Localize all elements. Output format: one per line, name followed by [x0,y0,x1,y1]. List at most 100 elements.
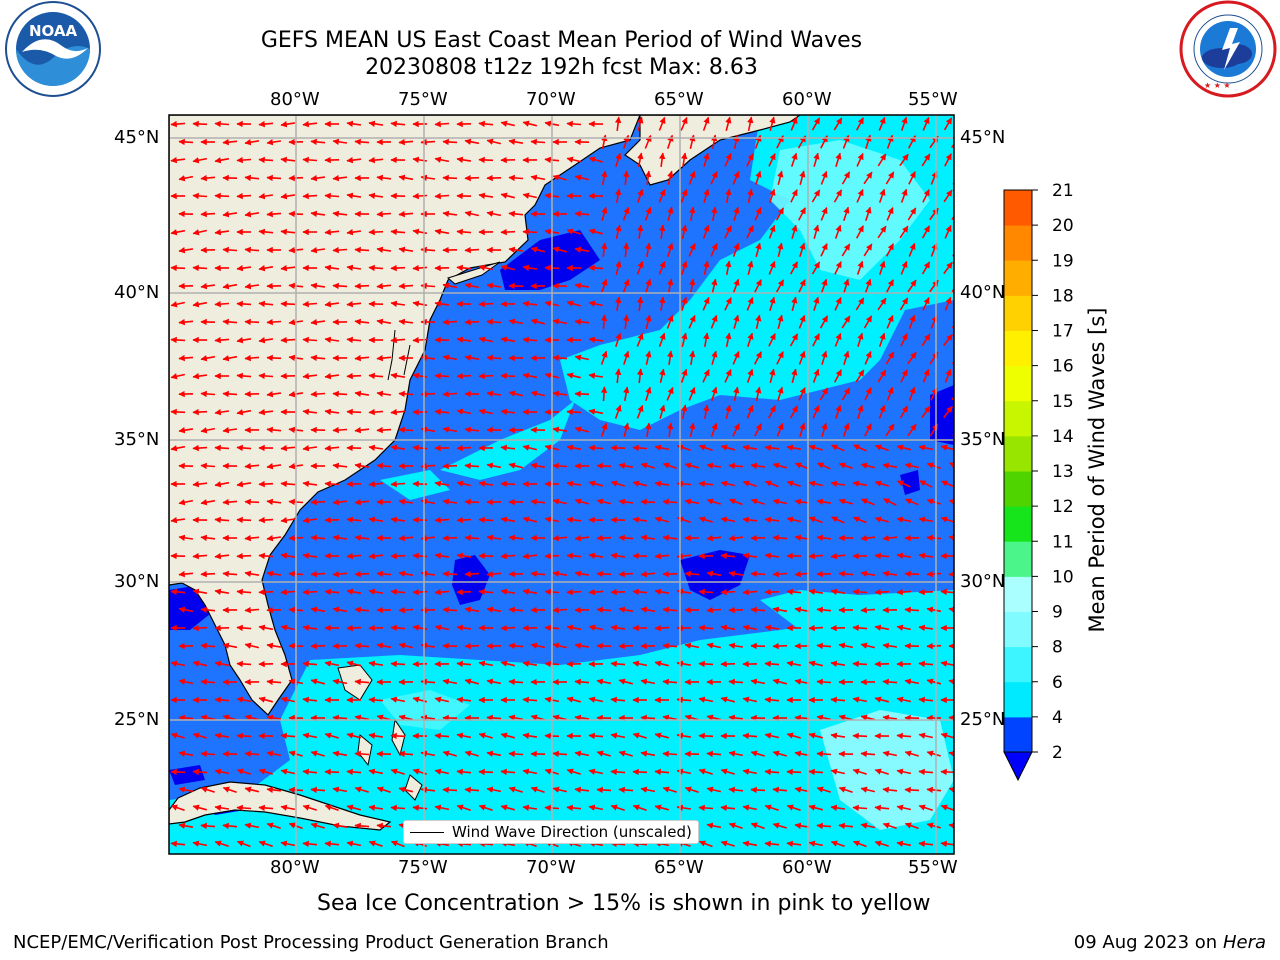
wind-arrow [654,732,670,739]
wind-arrow [659,368,666,383]
wind-arrow [442,390,458,398]
wind-arrow [266,678,282,686]
wind-arrow [464,138,480,145]
wind-arrow [508,750,524,758]
wind-arrow [706,570,722,577]
wind-arrow [478,732,493,739]
wind-arrow [720,552,736,560]
wind-arrow [808,624,824,632]
wind-arrow [698,516,713,523]
wind-arrow [769,116,776,132]
wind-arrow [214,409,230,416]
wind-arrow [200,534,216,542]
wind-arrow [886,386,894,401]
wind-arrow [258,552,274,560]
wind-arrow [874,696,890,703]
wind-arrow [530,246,545,253]
wind-arrow [856,153,864,167]
wind-arrow [508,462,523,469]
wind-arrow [918,444,934,451]
wind-arrow [600,386,608,402]
wind-arrow [834,332,842,347]
wind-arrow [764,696,780,704]
wind-arrow [600,242,608,257]
wind-arrow [222,390,238,398]
wind-arrow [434,480,450,487]
wind-arrow [786,444,802,451]
wind-arrow [486,714,502,722]
wind-arrow [632,768,648,776]
wind-arrow [522,732,538,739]
wind-arrow [838,570,854,578]
colorbar-segment [1004,295,1032,331]
wind-arrow [434,120,450,128]
wind-arrow [398,174,414,181]
wind-arrow [236,732,252,740]
wind-arrow [434,732,450,740]
wind-arrow [750,570,766,578]
wind-arrow [922,368,930,383]
wind-arrow [588,444,604,452]
wind-arrow [420,282,436,290]
wind-arrow [302,120,318,128]
wind-arrow [222,138,238,146]
wind-arrow [200,642,216,650]
wind-arrow [530,570,546,578]
wind-arrow [324,300,340,308]
wind-arrow [222,355,238,362]
wind-arrow [368,120,384,127]
wind-arrow [222,246,238,254]
wind-arrow [874,480,889,487]
footer-date: 09 Aug 2023 on Hera [1074,932,1266,953]
wind-arrow [464,174,480,182]
wind-arrow [368,552,384,560]
wind-arrow [754,207,762,221]
wind-arrow [834,297,842,311]
colorbar-tick-label: 4 [1052,708,1063,728]
wind-arrow [808,552,824,560]
wind-arrow [258,480,274,488]
wind-arrow [478,156,494,164]
wind-arrow [390,480,406,488]
colorbar-segment [1004,646,1032,683]
wind-arrow [478,408,493,415]
wind-arrow [244,211,260,218]
wind-arrow [750,786,766,794]
wind-arrow [786,480,801,487]
lat-tick-right: 45°N [960,127,1006,148]
wind-arrow [777,242,784,257]
lat-tick-right: 30°N [960,571,1006,592]
wind-arrow [214,157,230,164]
wind-arrow [486,570,502,578]
wind-arrow [949,462,954,469]
wind-arrow [222,498,238,506]
wind-arrow [214,481,230,488]
wind-arrow [725,260,732,276]
wind-arrow [808,660,823,667]
wind-arrow [764,480,779,488]
footer-machine: Hera [1222,932,1266,953]
wind-arrow [574,318,590,326]
wind-arrow [596,498,611,505]
wind-arrow [214,120,230,128]
wind-arrow [588,480,604,487]
wind-arrow [728,462,744,470]
wind-arrow [390,804,406,812]
wind-arrow [464,318,480,326]
wind-arrow [574,210,590,218]
wind-arrow [899,297,909,311]
wind-arrow [791,368,798,383]
wind-arrow [266,354,282,362]
colorbar-segment [1004,190,1032,226]
colorbar-segment [1004,471,1032,507]
wind-arrow [860,498,875,506]
wind-arrow [552,606,568,614]
wind-arrow [864,351,872,365]
wind-arrow [332,534,348,541]
wind-arrow [843,278,850,293]
wind-arrow [200,606,216,614]
wind-arrow [725,188,732,204]
wind-arrow [725,332,732,348]
wind-arrow [398,210,414,218]
wind-arrow [456,624,472,632]
